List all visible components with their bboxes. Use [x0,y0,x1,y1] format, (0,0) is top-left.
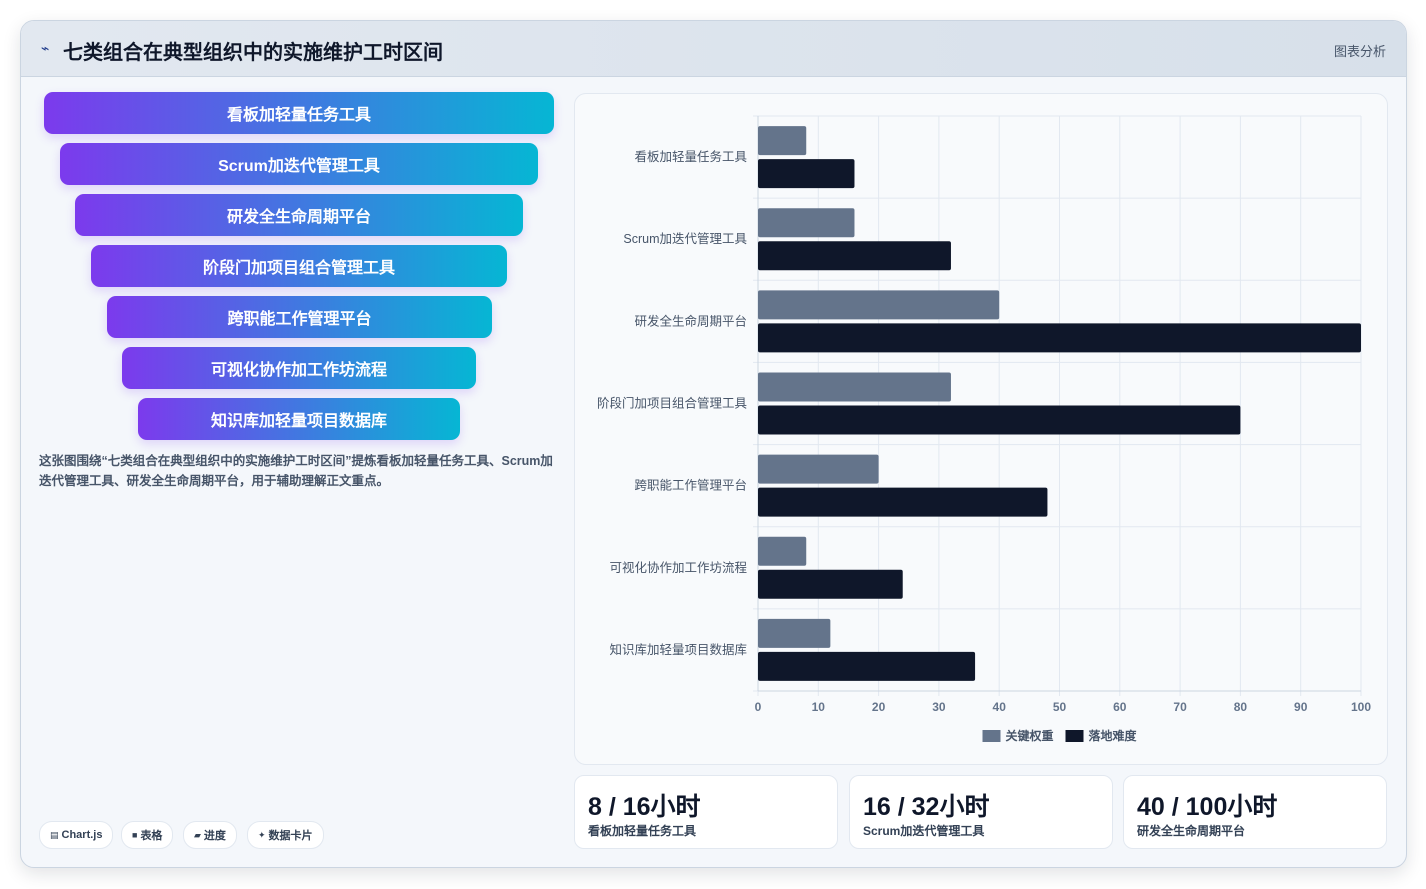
bar [758,323,1361,353]
bar [758,569,903,599]
description: 这张图围绕“七类组合在典型组织中的实施维护工时区间”提炼看板加轻量任务工具、Sc… [39,454,553,488]
bar [758,618,831,648]
stat-label: Scrum加迭代管理工具 [863,824,985,838]
legend-label: 关键权重 [1006,728,1054,743]
stat-card: 8 / 16小时 看板加轻量任务工具 [574,775,838,849]
stat-label: 研发全生命周期平台 [1137,824,1246,838]
x-tick-label: 50 [1053,700,1067,714]
pill-label: Chart.js [61,829,103,841]
pill-label: 表格 [140,830,163,842]
y-tick-label: 研发全生命周期平台 [634,313,747,328]
legend-swatch [982,730,1001,742]
bar [758,405,1241,435]
funnel-step[interactable]: 跨职能工作管理平台 [107,296,492,338]
pill-chartjs[interactable]: ▤ Chart.js [39,821,114,849]
stat-value: 16 / 32小时 [863,793,990,821]
header-tag: 图表分析 [1333,44,1386,59]
x-tick-label: 100 [1351,700,1371,714]
stat-card: 40 / 100小时 研发全生命周期平台 [1123,775,1387,849]
funnel-step[interactable]: 研发全生命周期平台 [75,194,523,236]
bar [758,487,1048,517]
stat-value: 8 / 16小时 [588,793,701,821]
main-card: ⌁ 七类组合在典型组织中的实施维护工时区间 图表分析 看板加轻量任务工具 Scr… [20,20,1407,868]
table-icon: ■ [132,830,138,840]
x-tick-label: 10 [812,700,826,714]
x-tick-label: 70 [1173,700,1187,714]
stat-label: 看板加轻量任务工具 [588,824,697,838]
pill-label: 进度 [203,830,226,842]
funnel-step[interactable]: 阶段门加项目组合管理工具 [91,245,507,287]
stat-card: 16 / 32小时 Scrum加迭代管理工具 [849,775,1113,849]
bar [758,208,855,238]
progress-icon: ▰ [194,829,201,840]
sparkle-icon: ✦ [258,829,266,840]
x-tick-label: 60 [1113,700,1127,714]
x-tick-label: 80 [1234,700,1248,714]
line-chart-icon: ⌁ [41,40,50,56]
bar [758,651,976,681]
y-tick-label: 可视化协作加工作坊流程 [609,560,747,575]
chart-panel: 0 10 20 30 40 50 60 70 80 90 100 看板加轻量任务工具 Scrum加迭代管… [574,93,1388,765]
chart-icon: ▤ [50,829,59,840]
x-tick-label: 0 [755,700,762,714]
stat-value: 40 / 100小时 [1137,793,1278,821]
bar [758,290,1000,320]
funnel-step[interactable]: Scrum加迭代管理工具 [60,143,538,185]
y-tick-label: 阶段门加项目组合管理工具 [597,396,748,411]
legend-swatch [1065,730,1084,742]
legend-label: 落地难度 [1089,728,1138,743]
header: ⌁ 七类组合在典型组织中的实施维护工时区间 图表分析 [21,21,1406,77]
y-tick-label: Scrum加迭代管理工具 [623,231,747,246]
x-tick-label: 20 [872,700,886,714]
bar [758,126,807,156]
x-tick-label: 30 [932,700,946,714]
x-tick-label: 40 [993,700,1007,714]
x-tick-label: 90 [1294,700,1308,714]
funnel-step[interactable]: 知识库加轻量项目数据库 [138,398,460,440]
y-tick-label: 跨职能工作管理平台 [634,478,747,493]
pill-label: 数据卡片 [268,830,313,842]
funnel-step[interactable]: 可视化协作加工作坊流程 [122,347,476,389]
bar [758,372,951,402]
bar-chart: 0 10 20 30 40 50 60 70 80 90 100 看板加轻量任务工具 Scrum加迭代管… [597,115,1371,743]
bar [758,159,855,189]
pill-progress[interactable]: ▰ 进度 [183,821,237,849]
page-title: 七类组合在典型组织中的实施维护工时区间 [63,42,443,64]
y-tick-label: 看板加轻量任务工具 [634,149,747,164]
bar [758,454,879,484]
funnel-step[interactable]: 看板加轻量任务工具 [44,92,554,134]
pill-data-card[interactable]: ✦ 数据卡片 [247,821,324,849]
bar [758,536,807,566]
bar [758,241,951,271]
pill-table[interactable]: ■ 表格 [121,821,174,849]
y-tick-label: 知识库加轻量项目数据库 [609,642,747,657]
